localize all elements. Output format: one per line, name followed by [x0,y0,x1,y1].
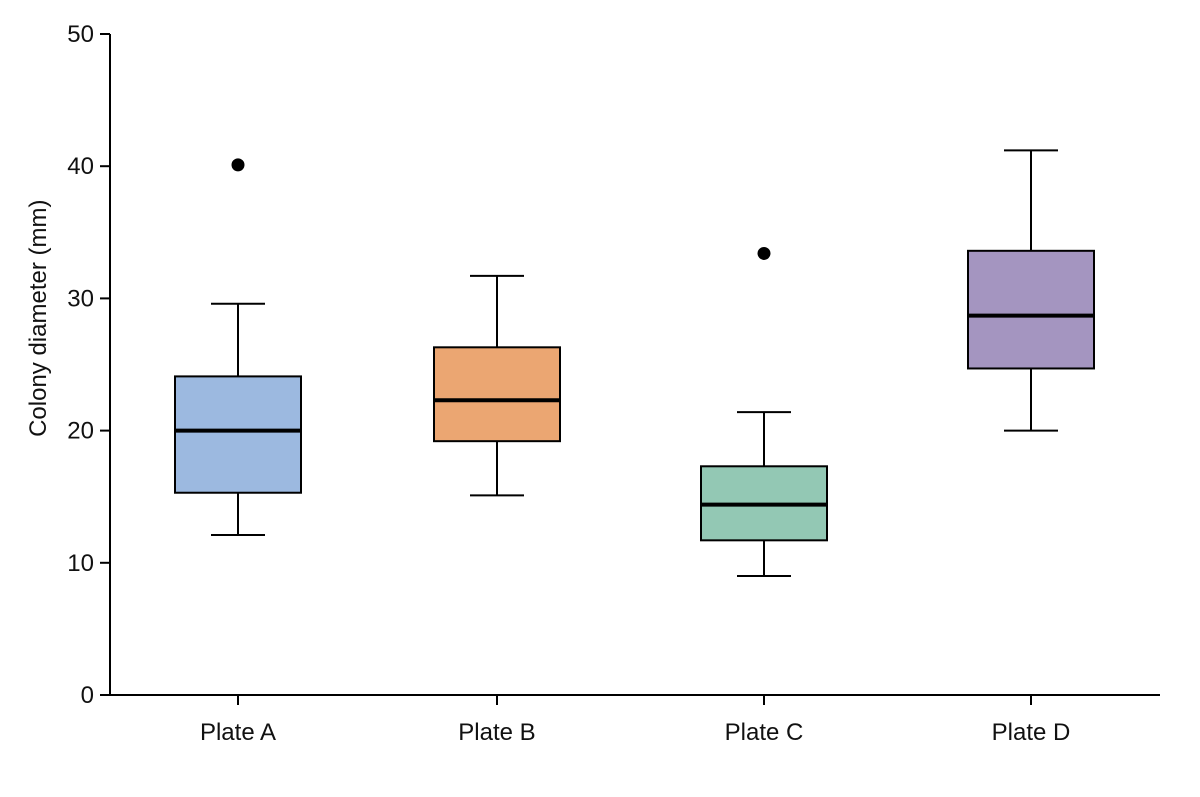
x-axis: Plate A Plate B Plate C Plate D [110,694,1160,746]
box-plate-a [174,158,302,537]
iqr-box [967,249,1095,370]
y-tick-label: 30 [67,285,94,312]
boxes [174,149,1095,578]
x-tick-label: Plate C [725,719,804,746]
outlier-point [757,246,771,260]
x-tick-label: Plate D [992,719,1071,746]
y-axis: 0 10 20 30 40 50 [67,21,111,709]
outlier-point [231,158,245,172]
y-tick-label: 40 [67,153,94,180]
box-plate-d [967,149,1095,432]
box-plate-c [700,246,828,578]
y-tick-label: 10 [67,550,94,577]
y-tick-label: 0 [81,682,94,709]
iqr-box [433,346,561,443]
y-tick-label: 50 [67,21,94,48]
y-tick-label: 20 [67,418,94,445]
box-plate-b [433,274,561,497]
x-tick-label: Plate A [200,719,276,746]
iqr-box [174,375,302,494]
x-tick-label: Plate B [458,719,535,746]
y-axis-title: Colony diameter (mm) [25,200,52,437]
